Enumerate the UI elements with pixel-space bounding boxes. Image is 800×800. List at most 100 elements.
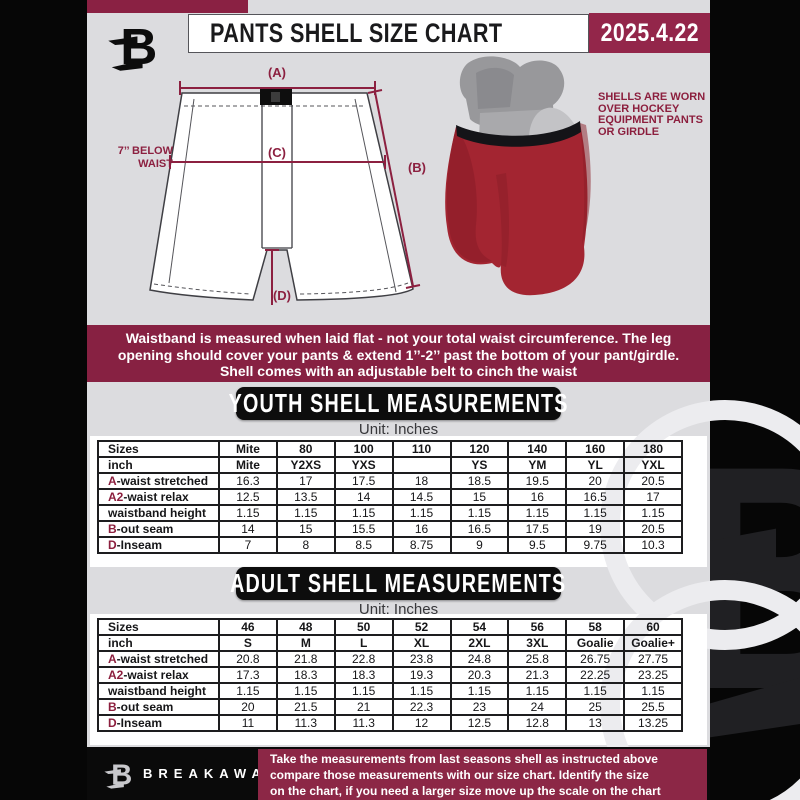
table-row: B-out seam 14 15 15.5 16 16.5 17.5 19 20.5: [97, 520, 683, 538]
cell-value: 18.3: [275, 666, 336, 684]
row-label: Sizes: [97, 618, 220, 636]
cell-value: 1.15: [391, 504, 452, 522]
footer-instruction-line: compare those measurements with our size…: [270, 767, 649, 782]
cell-value: 12: [391, 714, 452, 732]
table-row: D-Inseam 11 11.3 11.3 12 12.5 12.8 13 13.25: [97, 714, 683, 732]
row-label: D-Inseam: [97, 536, 220, 554]
top-accent-strip: [87, 0, 248, 13]
cell-value: 1.15: [623, 504, 683, 522]
cell-value: 27.75: [623, 650, 683, 668]
cell-value: 25.5: [623, 698, 683, 716]
cell-value: 56: [507, 618, 568, 636]
row-label: A-waist stretched: [97, 650, 220, 668]
adult-measurements-table: Sizes 46 48 50 52 54 56 58 60 inch S M L XL 2XL 3XL Goal…: [97, 618, 683, 732]
cell-value: 24.8: [449, 650, 510, 668]
cell-value: 1.15: [275, 504, 336, 522]
adult-section-banner: ADULT SHELL MEASUREMENTS: [230, 567, 565, 600]
cell-value: 15: [449, 488, 510, 506]
adult-section-title: ADULT SHELL MEASUREMENTS: [230, 568, 567, 598]
youth-section-title: YOUTH SHELL MEASUREMENTS: [228, 388, 569, 418]
notice-line: opening should cover your pants & extend…: [117, 346, 680, 363]
row-label: A2-waist relax: [97, 666, 220, 684]
cell-value: 1.15: [218, 504, 278, 522]
cell-value: 13.5: [275, 488, 336, 506]
footer-instruction-line: on the chart, if you need a larger size …: [270, 783, 661, 798]
cell-value: 1.15: [218, 682, 278, 700]
cell-value: 20.8: [218, 650, 278, 668]
cell-value: 22.8: [333, 650, 394, 668]
cell-value: 11: [218, 714, 278, 732]
row-label: D-Inseam: [97, 714, 220, 732]
youth-section-banner: YOUTH SHELL MEASUREMENTS: [229, 387, 567, 420]
cell-value: 20: [218, 698, 278, 716]
cell-value: Mite: [218, 456, 278, 474]
cell-value: 50: [333, 618, 394, 636]
table-row: A2-waist relax 17.3 18.3 18.3 19.3 20.3 21.3 22…: [97, 666, 683, 684]
cell-value: 80: [275, 440, 336, 458]
table-row: inch Mite Y2XS YXS YS YM YL YXL: [97, 456, 683, 474]
page-title: PANTS SHELL SIZE CHART: [210, 18, 503, 48]
cell-value: 110: [391, 440, 452, 458]
cell-value: 54: [449, 618, 510, 636]
cell-value: 23.25: [623, 666, 683, 684]
cell-value: YS: [449, 456, 510, 474]
waist-note-line2: WAIST: [138, 158, 173, 170]
cell-value: 19.3: [391, 666, 452, 684]
cell-value: 2XL: [449, 634, 510, 652]
youth-unit-label: Unit: Inches: [358, 421, 439, 438]
cell-value: 17.5: [507, 520, 568, 538]
cell-value: Mite: [218, 440, 278, 458]
cell-value: 8: [275, 536, 336, 554]
cell-value: 1.15: [623, 682, 683, 700]
cell-value: 16.3: [218, 472, 278, 490]
cell-value: 9.75: [565, 536, 626, 554]
cell-value: 22.3: [391, 698, 452, 716]
cell-value: 20.5: [623, 472, 683, 490]
cell-value: 15: [275, 520, 336, 538]
cell-value: 60: [623, 618, 683, 636]
measurement-lines: [169, 81, 421, 305]
cell-value: 58: [565, 618, 626, 636]
svg-text:B: B: [111, 760, 132, 791]
table-row: inch S M L XL 2XL 3XL Goalie Goalie+: [97, 634, 683, 652]
cell-value: 18.3: [333, 666, 394, 684]
row-label: B-out seam: [97, 698, 220, 716]
cell-value: 21.8: [275, 650, 336, 668]
diagram-label-b: (B): [408, 160, 426, 175]
row-label: inch: [97, 634, 220, 652]
cell-value: 1.15: [333, 682, 394, 700]
row-label: B-out seam: [97, 520, 220, 538]
cell-value: 9.5: [507, 536, 568, 554]
cell-value: 13.25: [623, 714, 683, 732]
cell-value: 7: [218, 536, 278, 554]
row-label: A-waist stretched: [97, 472, 220, 490]
date-text: 2025.4.22: [600, 18, 699, 47]
cell-value: S: [218, 634, 278, 652]
cell-value: 12.8: [507, 714, 568, 732]
cell-value: 23.8: [391, 650, 452, 668]
cell-value: 14: [218, 520, 278, 538]
cell-value: 18.5: [449, 472, 510, 490]
cell-value: 17: [623, 488, 683, 506]
shell-measurement-diagram: (A) (B) (C) (D) 7’’ BELOW WAIST: [118, 65, 426, 305]
cell-value: 16.5: [565, 488, 626, 506]
table-row: waistband height 1.15 1.15 1.15 1.15 1.15 1.15…: [97, 682, 683, 700]
cell-value: YM: [507, 456, 568, 474]
diagram-label-c: (C): [268, 145, 286, 160]
table-row: Sizes Mite 80 100 110 120 140 160 180: [97, 440, 683, 458]
adult-unit-label: Unit: Inches: [358, 601, 439, 618]
cell-value: 8.5: [333, 536, 394, 554]
row-label: waistband height: [97, 504, 220, 522]
cell-value: 20: [565, 472, 626, 490]
cell-value: 25.8: [507, 650, 568, 668]
cell-value: 52: [391, 618, 452, 636]
cell-value: 160: [565, 440, 626, 458]
row-label: Sizes: [97, 440, 220, 458]
cell-value: 1.15: [333, 504, 394, 522]
table-row: A-waist stretched 16.3 17 17.5 18 18.5 19.5 20 2…: [97, 472, 683, 490]
cell-value: Y2XS: [275, 456, 336, 474]
cell-value: 21.3: [507, 666, 568, 684]
cell-value: 16.5: [449, 520, 510, 538]
cell-value: 12.5: [449, 714, 510, 732]
